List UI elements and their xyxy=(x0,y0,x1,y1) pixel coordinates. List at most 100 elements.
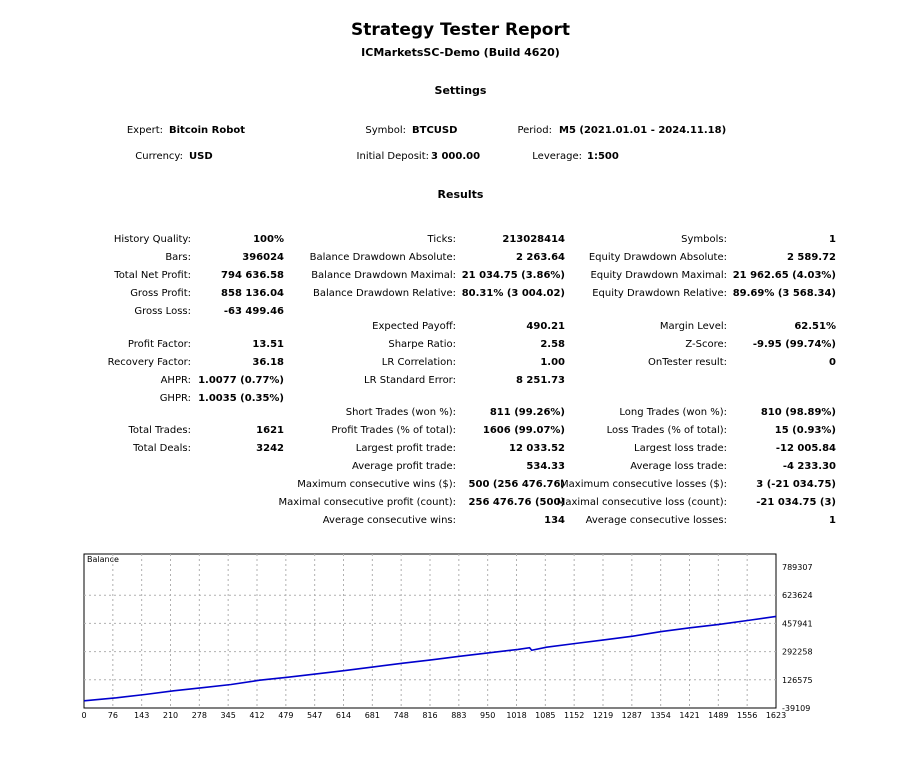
x-tick-label: 278 xyxy=(192,711,207,720)
average-profit-trade-label: Average profit trade: xyxy=(351,461,456,472)
ahpr-value: 1.0077 (0.77%) xyxy=(198,375,284,386)
maximal-consecutive-profit-label: Maximal consecutive profit (count): xyxy=(278,497,456,508)
long-trades-value: 810 (98.89%) xyxy=(760,407,836,418)
total-net-profit-value: 794 636.58 xyxy=(221,270,284,281)
balance-drawdown-relative-value: 80.31% (3 004.02) xyxy=(461,288,565,299)
expected-payoff-label: Expected Payoff: xyxy=(372,321,456,332)
ontester-result-value: 0 xyxy=(829,357,836,368)
maximal-consecutive-loss-label: Maximal consecutive loss (count): xyxy=(556,497,727,508)
bars-value: 396024 xyxy=(242,252,284,263)
currency-label: Currency: xyxy=(135,151,183,162)
x-tick-label: 1354 xyxy=(650,711,670,720)
profit-trades-value: 1606 (99.07%) xyxy=(482,425,565,436)
y-tick-label: 126575 xyxy=(782,676,813,685)
max-consecutive-losses-label: Maximum consecutive losses ($): xyxy=(560,479,727,490)
symbol-label: Symbol: xyxy=(365,125,406,136)
x-tick-label: 412 xyxy=(249,711,264,720)
equity-drawdown-maximal-value: 21 962.65 (4.03%) xyxy=(732,270,836,281)
leverage-value: 1:500 xyxy=(587,151,619,162)
ghpr-label: GHPR: xyxy=(159,393,191,404)
period-value: M5 (2021.01.01 - 2024.11.18) xyxy=(559,125,727,136)
ticks-label: Ticks: xyxy=(427,234,456,245)
report-title: Strategy Tester Report xyxy=(351,20,570,40)
x-tick-label: 143 xyxy=(134,711,149,720)
recovery-factor-label: Recovery Factor: xyxy=(107,357,191,368)
gross-profit-label: Gross Profit: xyxy=(130,288,191,299)
bars-label: Bars: xyxy=(165,252,191,263)
equity-drawdown-absolute-label: Equity Drawdown Absolute: xyxy=(588,252,727,263)
average-consecutive-losses-label: Average consecutive losses: xyxy=(585,515,727,526)
balance-line xyxy=(83,615,777,702)
largest-profit-trade-value: 12 033.52 xyxy=(509,443,565,454)
currency-value: USD xyxy=(189,151,213,162)
x-tick-label: 76 xyxy=(108,711,118,720)
ahpr-label: AHPR: xyxy=(160,375,191,386)
lr-correlation-value: 1.00 xyxy=(540,357,565,368)
x-tick-label: 547 xyxy=(307,711,322,720)
x-tick-label: 210 xyxy=(163,711,178,720)
total-net-profit-label: Total Net Profit: xyxy=(114,270,191,281)
max-consecutive-wins-label: Maximum consecutive wins ($): xyxy=(297,479,456,490)
profit-trades-label: Profit Trades (% of total): xyxy=(331,425,456,436)
loss-trades-value: 15 (0.93%) xyxy=(774,425,836,436)
x-tick-label: 883 xyxy=(451,711,466,720)
average-consecutive-wins-value: 134 xyxy=(544,515,565,526)
average-consecutive-losses-value: 1 xyxy=(829,515,836,526)
max-consecutive-wins-value: 500 (256 476.76) xyxy=(468,479,565,490)
total-trades-value: 1621 xyxy=(256,425,284,436)
y-tick-label: 457941 xyxy=(782,619,813,628)
largest-loss-trade-value: -12 005.84 xyxy=(775,443,836,454)
profit-factor-value: 13.51 xyxy=(252,339,284,350)
x-tick-label: 816 xyxy=(422,711,437,720)
y-tick-label: 789307 xyxy=(782,563,813,572)
largest-profit-trade-label: Largest profit trade: xyxy=(355,443,456,454)
x-tick-label: 0 xyxy=(81,711,86,720)
x-tick-label: 748 xyxy=(394,711,409,720)
ticks-value: 213028414 xyxy=(502,234,565,245)
equity-drawdown-maximal-label: Equity Drawdown Maximal: xyxy=(590,270,727,281)
total-trades-label: Total Trades: xyxy=(128,425,192,436)
expected-payoff-value: 490.21 xyxy=(526,321,565,332)
y-tick-label: -39109 xyxy=(782,704,810,713)
x-tick-label: 345 xyxy=(221,711,236,720)
balance-drawdown-maximal-value: 21 034.75 (3.86%) xyxy=(461,270,565,281)
x-tick-label: 1219 xyxy=(593,711,613,720)
largest-loss-trade-label: Largest loss trade: xyxy=(634,443,727,454)
balance-drawdown-absolute-value: 2 263.64 xyxy=(515,252,565,263)
average-consecutive-wins-label: Average consecutive wins: xyxy=(322,515,456,526)
recovery-factor-value: 36.18 xyxy=(252,357,284,368)
x-tick-label: 681 xyxy=(365,711,380,720)
expert-label: Expert: xyxy=(126,125,163,136)
short-trades-value: 811 (99.26%) xyxy=(489,407,565,418)
initial-deposit-label: Initial Deposit: xyxy=(356,151,429,162)
gross-loss-label: Gross Loss: xyxy=(134,306,191,317)
short-trades-label: Short Trades (won %): xyxy=(345,407,456,418)
z-score-value: -9.95 (99.74%) xyxy=(752,339,836,350)
history-quality-label: History Quality: xyxy=(113,234,191,245)
long-trades-label: Long Trades (won %): xyxy=(619,407,727,418)
initial-deposit-value: 3 000.00 xyxy=(431,151,481,162)
equity-drawdown-relative-value: 89.69% (3 568.34) xyxy=(732,288,836,299)
chart-title: Balance xyxy=(87,555,119,564)
x-tick-label: 1556 xyxy=(737,711,757,720)
x-tick-label: 479 xyxy=(278,711,293,720)
lr-correlation-label: LR Correlation: xyxy=(381,357,456,368)
period-label: Period: xyxy=(517,125,552,136)
lr-standard-error-label: LR Standard Error: xyxy=(364,375,456,386)
total-deals-value: 3242 xyxy=(256,443,284,454)
x-tick-label: 614 xyxy=(336,711,351,720)
lr-standard-error-value: 8 251.73 xyxy=(515,375,565,386)
balance-drawdown-absolute-label: Balance Drawdown Absolute: xyxy=(309,252,456,263)
gross-profit-value: 858 136.04 xyxy=(221,288,284,299)
balance-drawdown-maximal-label: Balance Drawdown Maximal: xyxy=(311,270,456,281)
leverage-label: Leverage: xyxy=(532,151,582,162)
x-tick-label: 1489 xyxy=(708,711,728,720)
x-tick-label: 1085 xyxy=(535,711,555,720)
ontester-result-label: OnTester result: xyxy=(647,357,727,368)
max-consecutive-losses-value: 3 (-21 034.75) xyxy=(756,479,836,490)
average-loss-trade-label: Average loss trade: xyxy=(630,461,727,472)
symbol-value: BTCUSD xyxy=(412,125,458,136)
average-profit-trade-value: 534.33 xyxy=(526,461,565,472)
sharpe-ratio-label: Sharpe Ratio: xyxy=(388,339,456,350)
x-tick-label: 1152 xyxy=(564,711,584,720)
